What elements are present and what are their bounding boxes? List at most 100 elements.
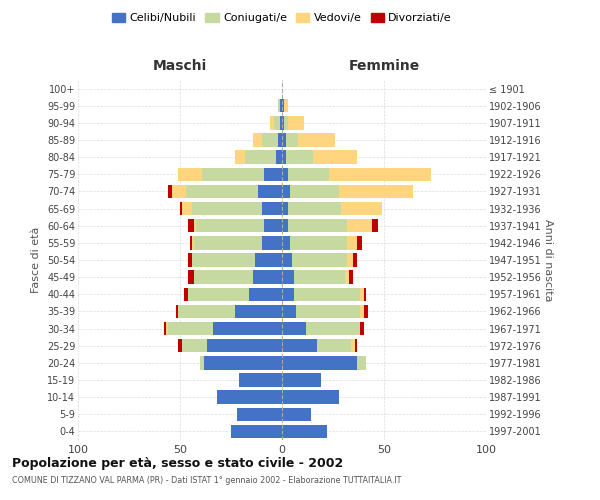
Bar	[262, 202, 282, 215]
Bar	[341, 202, 382, 215]
Bar	[282, 408, 311, 421]
Bar	[235, 304, 282, 318]
Bar	[317, 339, 352, 352]
Bar	[278, 99, 280, 112]
Bar	[282, 288, 294, 301]
Bar	[188, 270, 194, 284]
Bar	[290, 236, 347, 250]
Bar	[200, 356, 205, 370]
Bar	[294, 288, 359, 301]
Bar	[284, 99, 288, 112]
Bar	[282, 390, 339, 404]
Bar	[188, 288, 250, 301]
Bar	[292, 254, 347, 266]
Bar	[282, 219, 288, 232]
Bar	[164, 322, 166, 336]
Bar	[339, 184, 413, 198]
Bar	[262, 134, 278, 146]
Bar	[359, 288, 364, 301]
Bar	[274, 116, 280, 130]
Bar	[282, 236, 290, 250]
Bar	[298, 134, 335, 146]
Bar	[347, 219, 372, 232]
Bar	[280, 116, 282, 130]
Bar	[256, 254, 282, 266]
Bar	[282, 202, 288, 215]
Bar	[282, 424, 327, 438]
Y-axis label: Anni di nascita: Anni di nascita	[543, 219, 553, 301]
Bar	[290, 184, 339, 198]
Bar	[349, 270, 353, 284]
Bar	[190, 236, 192, 250]
Bar	[231, 424, 282, 438]
Bar	[282, 150, 286, 164]
Bar	[194, 270, 253, 284]
Bar	[282, 270, 294, 284]
Bar	[280, 99, 282, 112]
Bar	[282, 356, 358, 370]
Bar	[182, 202, 192, 215]
Bar	[180, 202, 182, 215]
Bar	[359, 322, 364, 336]
Text: Maschi: Maschi	[153, 58, 207, 72]
Bar	[178, 168, 202, 181]
Bar	[364, 288, 365, 301]
Bar	[286, 134, 298, 146]
Bar	[282, 116, 284, 130]
Bar	[194, 236, 262, 250]
Bar	[276, 150, 282, 164]
Text: Femmine: Femmine	[349, 58, 419, 72]
Bar	[288, 202, 341, 215]
Bar	[166, 322, 168, 336]
Bar	[296, 304, 359, 318]
Bar	[282, 184, 290, 198]
Bar	[282, 322, 307, 336]
Bar	[184, 288, 188, 301]
Bar	[188, 219, 194, 232]
Bar	[205, 356, 282, 370]
Bar	[237, 408, 282, 421]
Bar	[192, 254, 256, 266]
Bar	[347, 254, 353, 266]
Bar	[196, 219, 263, 232]
Bar	[307, 322, 359, 336]
Bar	[178, 304, 235, 318]
Bar	[194, 219, 196, 232]
Text: Popolazione per età, sesso e stato civile - 2002: Popolazione per età, sesso e stato civil…	[12, 458, 343, 470]
Bar	[178, 339, 182, 352]
Bar	[353, 254, 358, 266]
Bar	[288, 168, 329, 181]
Bar	[358, 236, 362, 250]
Bar	[282, 134, 286, 146]
Bar	[263, 168, 282, 181]
Bar	[235, 150, 245, 164]
Bar	[282, 374, 321, 386]
Bar	[284, 116, 288, 130]
Bar	[278, 134, 282, 146]
Bar	[282, 254, 292, 266]
Bar	[253, 134, 262, 146]
Bar	[347, 236, 358, 250]
Bar	[192, 202, 262, 215]
Bar	[192, 236, 194, 250]
Bar	[282, 168, 288, 181]
Bar	[186, 184, 257, 198]
Bar	[188, 254, 192, 266]
Bar	[217, 390, 282, 404]
Bar	[364, 304, 368, 318]
Bar	[168, 322, 212, 336]
Bar	[345, 270, 349, 284]
Bar	[263, 219, 282, 232]
Legend: Celibi/Nubili, Coniugati/e, Vedovi/e, Divorziati/e: Celibi/Nubili, Coniugati/e, Vedovi/e, Di…	[107, 8, 457, 28]
Bar	[262, 236, 282, 250]
Bar	[202, 168, 263, 181]
Bar	[239, 374, 282, 386]
Bar	[286, 150, 313, 164]
Bar	[359, 304, 364, 318]
Bar	[288, 219, 347, 232]
Bar	[355, 339, 358, 352]
Bar	[313, 150, 358, 164]
Y-axis label: Fasce di età: Fasce di età	[31, 227, 41, 293]
Bar	[245, 150, 276, 164]
Bar	[282, 339, 317, 352]
